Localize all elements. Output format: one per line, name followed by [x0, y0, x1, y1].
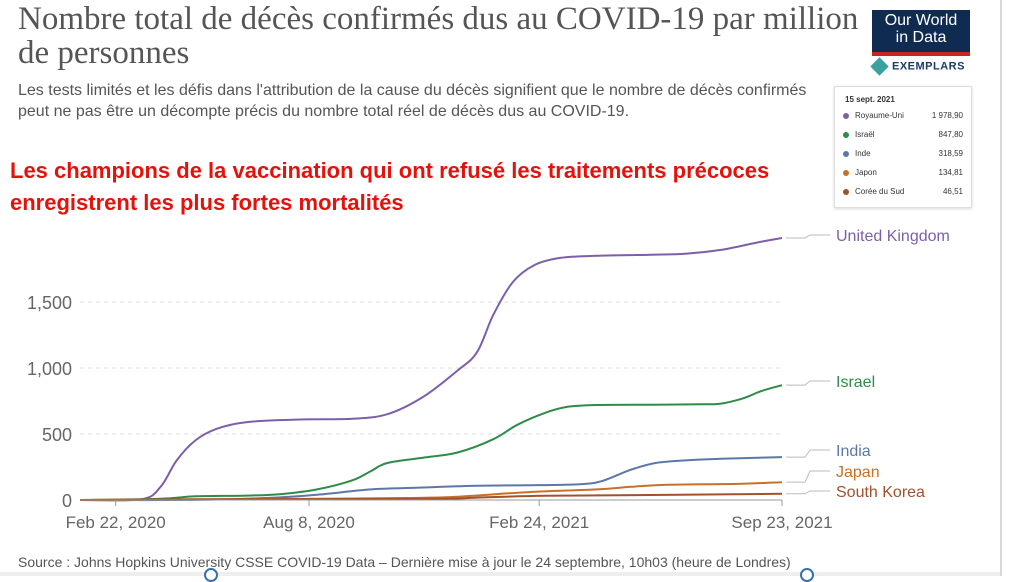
timeline-end-handle[interactable] — [800, 568, 814, 582]
tooltip-country: Inde — [855, 149, 871, 158]
series-label: Israel — [836, 374, 875, 391]
tooltip-value: 134,81 — [938, 168, 963, 177]
tooltip-row: Royaume-Uni 1 978,90 — [843, 109, 967, 123]
y-tick-label: 0 — [62, 491, 72, 511]
x-tick-label: Feb 24, 2021 — [489, 513, 589, 532]
series-line-united-kingdom — [79, 237, 783, 502]
series-lines — [79, 237, 783, 502]
label-connector — [786, 449, 830, 458]
hover-tooltip: 15 sept. 2021 Royaume-Uni 1 978,90 Israë… — [834, 86, 972, 208]
series-line-india — [79, 456, 783, 502]
y-tick-label: 500 — [42, 425, 72, 445]
tooltip-country: Royaume-Uni — [855, 111, 904, 120]
tooltip-country: Corée du Sud — [855, 187, 905, 196]
tooltip-value: 46,51 — [942, 187, 963, 196]
tooltip-value: 318,59 — [938, 149, 963, 158]
owid-logo[interactable]: Our World in Data — [872, 10, 970, 56]
x-tick-label: Feb 22, 2020 — [66, 513, 166, 532]
label-connector — [786, 380, 830, 386]
tooltip-date: 15 sept. 2021 — [845, 95, 895, 104]
series-dot-icon — [843, 189, 849, 195]
tooltip-row: Israël 847,80 — [843, 128, 967, 142]
series-label: Japan — [836, 464, 880, 481]
tooltip-value: 847,80 — [938, 130, 963, 139]
y-tick-label: 1,000 — [27, 359, 72, 379]
y-tick-label: 1,500 — [27, 293, 72, 313]
tooltip-row: Corée du Sud 46,51 — [843, 185, 967, 199]
series-dot-icon — [843, 132, 849, 138]
timeline-track[interactable] — [0, 572, 1000, 576]
tooltip-value: 1 978,90 — [931, 111, 963, 120]
tooltip-country: Israël — [855, 130, 875, 139]
label-connector — [786, 470, 830, 483]
x-tick-label: Aug 8, 2020 — [263, 513, 355, 532]
logo-accent-bar — [872, 52, 970, 56]
series-dot-icon — [843, 113, 849, 119]
source-note: Source : Johns Hopkins University CSSE C… — [18, 554, 791, 570]
series-line-south-korea — [79, 492, 783, 501]
exemplars-label: EXEMPLARS — [892, 60, 965, 73]
logo-line-1: Our World — [884, 12, 958, 29]
axes: 0 500 1,000 1,500 Feb 22, 2020 Aug 8, 2020 Feb… — [27, 293, 833, 532]
chart-subtitle: Les tests limités et les défis dans l'at… — [18, 82, 807, 120]
series-label: South Korea — [836, 484, 925, 501]
series-line-israel — [79, 384, 783, 501]
series-dot-icon — [843, 170, 849, 176]
x-tick-label: Sep 23, 2021 — [731, 513, 832, 532]
overlay-headline: Les champions de la vaccination qui ont … — [10, 158, 770, 215]
logo-line-2: in Data — [895, 29, 947, 46]
grid-lines — [80, 301, 782, 435]
series-label: United Kingdom — [836, 228, 950, 245]
label-connector — [786, 490, 830, 495]
series-label: India — [836, 443, 871, 460]
tooltip-country: Japon — [855, 168, 877, 177]
series-dot-icon — [843, 151, 849, 157]
exemplars-badge[interactable]: EXEMPLARS — [870, 57, 965, 76]
label-connector — [786, 234, 830, 239]
tooltip-row: Japon 134,81 — [843, 166, 967, 180]
timeline-start-handle[interactable] — [204, 568, 218, 582]
series-labels: United Kingdom Israel India Japan South Kore… — [786, 228, 950, 501]
tooltip-row: Inde 318,59 — [843, 147, 967, 161]
chart-title: Nombre total de décès confirmés dus au C… — [18, 1, 859, 71]
